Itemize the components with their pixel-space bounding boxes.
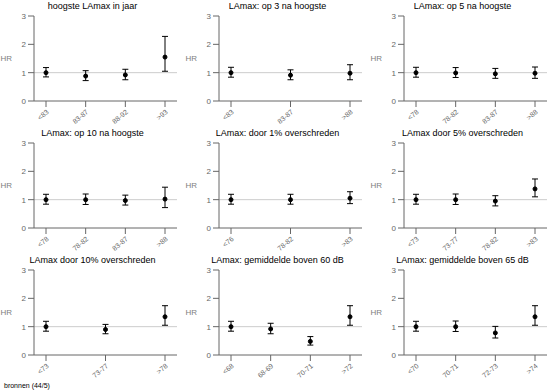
svg-text:1: 1 — [207, 69, 212, 78]
svg-text:83-87: 83-87 — [111, 235, 129, 252]
svg-text:83-87: 83-87 — [276, 108, 294, 125]
svg-text:1: 1 — [22, 323, 27, 332]
svg-text:2: 2 — [207, 294, 212, 303]
svg-text:1: 1 — [392, 323, 397, 332]
svg-text:0: 0 — [22, 224, 27, 233]
svg-text:<70: <70 — [406, 362, 420, 375]
svg-text:HR: HR — [8, 54, 12, 63]
svg-text:2: 2 — [392, 167, 397, 176]
svg-text:0: 0 — [22, 351, 27, 360]
svg-text:>88: >88 — [525, 108, 539, 121]
svg-text:>83: >83 — [525, 235, 539, 248]
svg-text:0: 0 — [207, 97, 212, 106]
svg-text:3: 3 — [22, 139, 27, 148]
svg-text:0: 0 — [392, 224, 397, 233]
svg-text:78-82: 78-82 — [71, 235, 89, 252]
svg-text:2: 2 — [207, 40, 212, 49]
svg-text:68-69: 68-69 — [256, 362, 274, 379]
svg-text:>88: >88 — [340, 108, 354, 121]
svg-text:HR: HR — [185, 54, 197, 63]
svg-text:<83: <83 — [221, 108, 235, 121]
svg-text:83-87: 83-87 — [71, 108, 89, 125]
svg-text:<76: <76 — [221, 235, 235, 248]
svg-text:3: 3 — [392, 12, 397, 21]
svg-text:2: 2 — [392, 40, 397, 49]
svg-text:72-73: 72-73 — [481, 362, 499, 379]
svg-text:3: 3 — [22, 12, 27, 21]
svg-text:HR: HR — [370, 308, 382, 317]
svg-text:83-87: 83-87 — [481, 108, 499, 125]
svg-text:>74: >74 — [525, 362, 539, 375]
svg-text:HR: HR — [370, 181, 382, 190]
html-text:LAmax: door 1% overschreden: LAmax: door 1% overschreden — [215, 128, 340, 138]
svg-text:1: 1 — [22, 196, 27, 205]
svg-text:70-71: 70-71 — [296, 362, 314, 379]
svg-text:0: 0 — [207, 351, 212, 360]
svg-text:HR: HR — [370, 54, 382, 63]
svg-text:78-82: 78-82 — [441, 108, 459, 125]
html-text:LAmax: gemiddelde boven 65 dB: LAmax: gemiddelde boven 65 dB — [396, 255, 529, 265]
svg-text:70-71: 70-71 — [441, 362, 459, 379]
svg-text:2: 2 — [22, 40, 27, 49]
svg-text:0: 0 — [22, 97, 27, 106]
svg-text:3: 3 — [207, 139, 212, 148]
html-text:hoogste LAmax in jaar: hoogste LAmax in jaar — [47, 1, 138, 11]
svg-text:3: 3 — [392, 266, 397, 275]
svg-text:73-77: 73-77 — [441, 235, 459, 252]
svg-text:2: 2 — [392, 294, 397, 303]
svg-text:3: 3 — [392, 139, 397, 148]
svg-text:HR: HR — [8, 181, 12, 190]
svg-text:1: 1 — [207, 196, 212, 205]
svg-text:HR: HR — [185, 308, 197, 317]
svg-text:HR: HR — [8, 308, 12, 317]
svg-text:1: 1 — [392, 196, 397, 205]
svg-text:2: 2 — [22, 167, 27, 176]
html-text:bronnen (44/5): bronnen (44/5) — [4, 382, 50, 389]
svg-text:78-82: 78-82 — [276, 235, 294, 252]
html-text:LAmax: gemiddelde boven 60 dB: LAmax: gemiddelde boven 60 dB — [211, 255, 344, 265]
svg-text:HR: HR — [185, 181, 197, 190]
svg-text:1: 1 — [22, 69, 27, 78]
svg-text:>93: >93 — [155, 108, 169, 121]
svg-text:1: 1 — [392, 69, 397, 78]
svg-text:<73: <73 — [406, 235, 420, 248]
html-text:LAmax door 10% overschreden: LAmax door 10% overschreden — [29, 255, 156, 265]
svg-text:3: 3 — [207, 266, 212, 275]
svg-text:78-82: 78-82 — [481, 235, 499, 252]
svg-text:0: 0 — [392, 97, 397, 106]
html-text:LAmax door 5% overschreden: LAmax door 5% overschreden — [402, 128, 523, 138]
svg-text:<73: <73 — [36, 362, 50, 375]
svg-text:>83: >83 — [340, 235, 354, 248]
svg-text:0: 0 — [392, 351, 397, 360]
svg-text:>88: >88 — [155, 235, 169, 248]
svg-text:88-92: 88-92 — [111, 108, 129, 125]
svg-text:1: 1 — [207, 323, 212, 332]
svg-text:73-77: 73-77 — [91, 362, 109, 379]
svg-text:3: 3 — [22, 266, 27, 275]
svg-text:3: 3 — [207, 12, 212, 21]
svg-text:>72: >72 — [340, 362, 354, 375]
html-text:LAmax: op 3 na hoogste: LAmax: op 3 na hoogste — [228, 1, 327, 11]
html-text:LAmax: op 10 na hoogste: LAmax: op 10 na hoogste — [41, 128, 144, 138]
svg-text:<83: <83 — [36, 108, 50, 121]
svg-text:>78: >78 — [155, 362, 169, 375]
html-text:LAmax: op 5 na hoogste: LAmax: op 5 na hoogste — [413, 1, 512, 11]
svg-text:<68: <68 — [221, 362, 235, 375]
svg-text:<78: <78 — [36, 235, 50, 248]
svg-text:0: 0 — [207, 224, 212, 233]
svg-text:2: 2 — [207, 167, 212, 176]
svg-text:<78: <78 — [406, 108, 420, 121]
svg-text:2: 2 — [22, 294, 27, 303]
